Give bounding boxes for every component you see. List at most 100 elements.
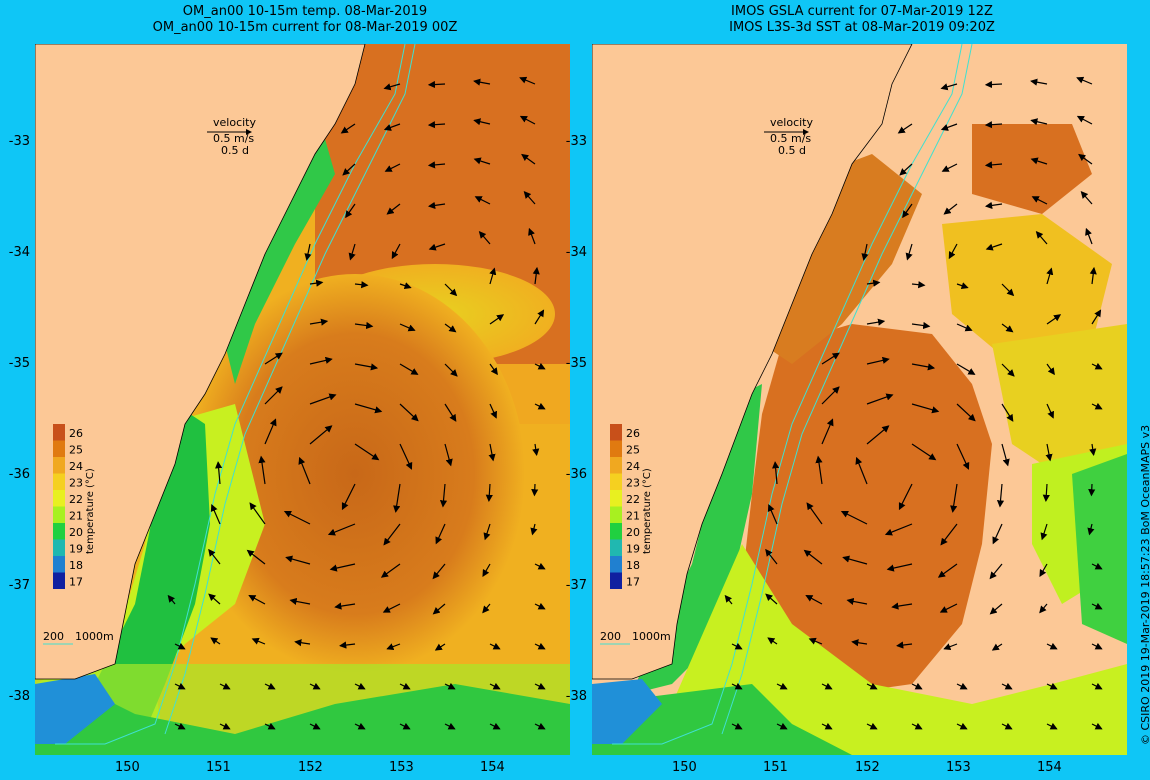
colorbar-swatch: [610, 539, 622, 556]
current-arrow: [444, 363, 458, 377]
lon-tick: 152: [298, 760, 323, 775]
current-arrow: [384, 163, 401, 172]
current-arrow: [866, 356, 890, 365]
current-arrow: [474, 196, 491, 205]
current-arrow: [821, 352, 840, 365]
current-arrow: [444, 722, 456, 730]
current-arrow: [1001, 323, 1014, 333]
current-arrow: [309, 682, 321, 690]
current-arrow: [523, 191, 536, 205]
current-arrow: [866, 682, 878, 690]
current-arrow: [803, 549, 823, 565]
current-arrow: [483, 523, 491, 541]
current-arrow: [489, 403, 497, 419]
current-arrow: [1039, 563, 1048, 578]
colorbar-swatch: [53, 523, 65, 540]
current-arrow: [905, 243, 913, 261]
current-arrow: [519, 115, 536, 125]
colorbar-tick-label: 25: [626, 444, 640, 457]
depth-legend-deep: 1000m: [632, 630, 671, 643]
left-title-line2: OM_an00 10-15m current for 08-Mar-2019 0…: [152, 20, 458, 35]
left-title-line1: OM_an00 10-15m temp. 08-Mar-2019: [182, 4, 428, 19]
current-arrow: [1087, 523, 1095, 536]
current-arrow: [842, 555, 868, 565]
current-arrow: [334, 602, 356, 610]
current-arrow: [941, 163, 958, 172]
current-arrow: [383, 523, 401, 546]
depth-legend-deep: 1000m: [75, 630, 114, 643]
current-arrow: [339, 641, 356, 649]
current-arrow: [996, 483, 1005, 508]
left-panel-title: OM_an00 10-15m temp. 08-Mar-2019 OM_an00…: [35, 4, 575, 36]
current-arrow: [884, 523, 913, 536]
current-arrow: [1046, 642, 1058, 650]
colorbar-swatch: [53, 556, 65, 573]
current-arrow: [354, 363, 379, 371]
current-arrow: [1089, 443, 1097, 457]
current-arrow: [1001, 363, 1015, 377]
current-arrow: [309, 279, 324, 287]
current-arrow: [1039, 603, 1048, 614]
current-arrow: [428, 243, 446, 251]
left-map-svg: velocity 0.5 m/s 0.5 d 200 1000m 2625242…: [34, 43, 570, 755]
colorbar-tick-label: 23: [626, 477, 640, 490]
current-arrow: [992, 523, 1003, 545]
current-arrow: [808, 637, 823, 645]
current-arrow: [488, 443, 496, 462]
current-arrow: [304, 243, 312, 261]
current-arrow: [821, 418, 834, 445]
lon-tick: 153: [946, 760, 971, 775]
current-arrow: [1091, 642, 1103, 650]
current-arrow: [393, 483, 401, 513]
current-arrow: [383, 83, 401, 91]
current-arrow: [776, 722, 788, 730]
current-arrow: [948, 243, 958, 260]
lat-tick: -38: [8, 689, 30, 704]
current-arrow: [765, 593, 778, 605]
current-arrow: [984, 201, 1003, 209]
current-arrow: [340, 123, 356, 134]
current-arrow: [937, 563, 958, 578]
current-arrow: [174, 642, 186, 650]
current-arrow: [991, 643, 1003, 651]
current-arrow: [444, 323, 457, 333]
lon-tick: 150: [672, 760, 697, 775]
current-arrow: [534, 562, 546, 570]
current-arrow: [940, 523, 958, 546]
current-arrows: [167, 76, 546, 730]
current-arrow: [1001, 403, 1014, 422]
colorbar-swatch: [53, 424, 65, 441]
current-arrow: [840, 510, 868, 525]
current-arrow: [776, 682, 788, 690]
current-arrow: [1085, 227, 1093, 245]
lat-tick: -34: [8, 245, 30, 260]
lat-tick: -35: [8, 356, 30, 371]
colorbar-tick-label: 22: [626, 493, 640, 506]
current-arrow: [251, 637, 266, 645]
lon-tick: 151: [206, 760, 231, 775]
current-arrow: [249, 502, 266, 525]
current-arrow: [956, 722, 968, 730]
current-arrow: [329, 563, 356, 572]
current-arrow: [956, 682, 968, 690]
colorbar-tick-label: 17: [69, 576, 83, 589]
current-arrows: [724, 76, 1103, 730]
current-arrow: [534, 402, 546, 410]
current-arrow: [439, 483, 448, 508]
lat-tick: -35: [565, 356, 587, 371]
current-arrow: [427, 201, 446, 209]
current-arrow: [911, 321, 931, 330]
current-arrow: [246, 549, 266, 565]
current-arrow: [1091, 682, 1103, 690]
current-arrow: [1091, 309, 1102, 325]
current-arrow: [534, 642, 546, 650]
current-arrow: [354, 321, 374, 330]
colorbar: 26 25 24 23 22 21 20 19 18 17 temperature (°C): [610, 424, 653, 589]
colorbar-tick-label: 24: [626, 460, 640, 473]
current-arrow: [861, 243, 869, 261]
current-arrow: [866, 393, 894, 405]
current-arrow: [532, 443, 540, 457]
current-arrow: [956, 403, 976, 422]
current-arrow: [528, 227, 536, 245]
colorbar-swatch: [610, 457, 622, 474]
